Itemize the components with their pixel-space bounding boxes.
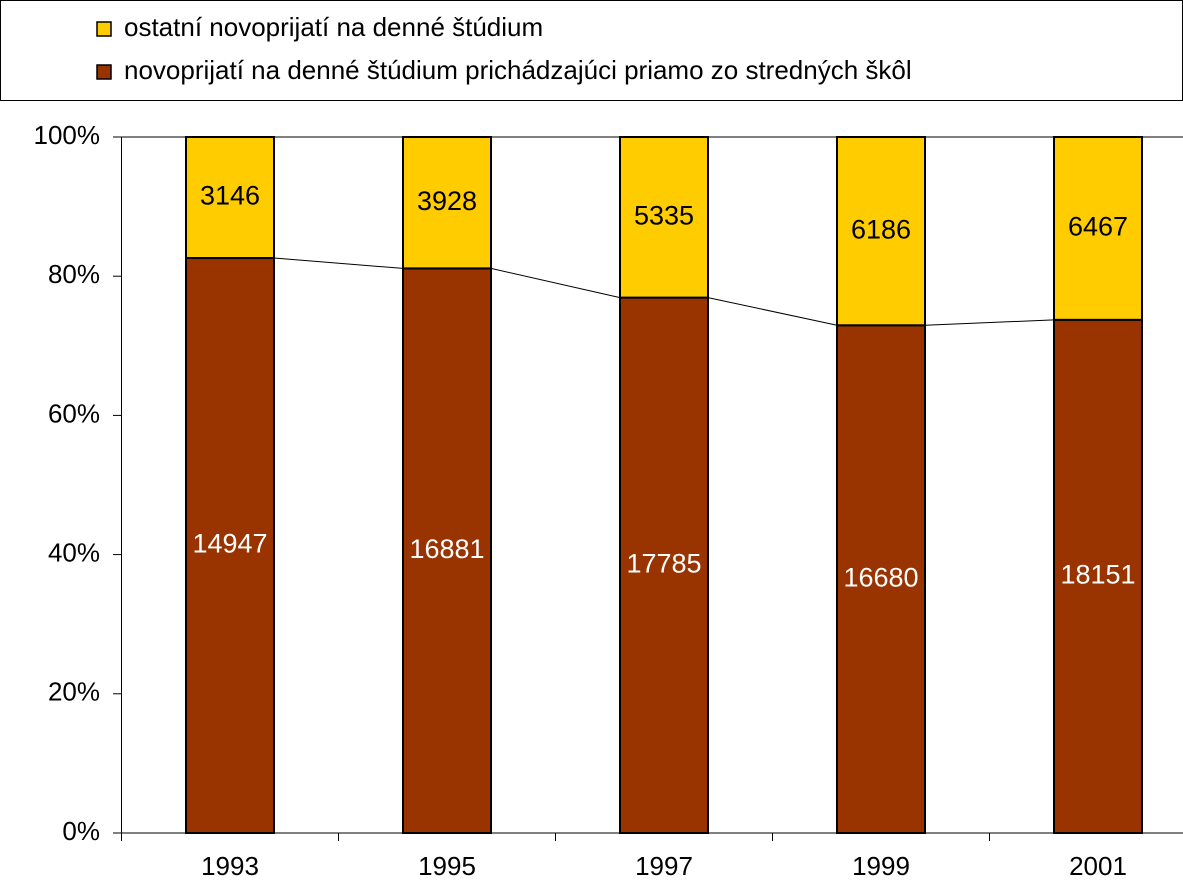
data-label: 16881 [409,534,484,564]
data-label: 3146 [200,181,260,211]
bar-segment [1053,318,1143,834]
bar-segment [185,257,275,834]
x-tick-label: 1999 [852,851,910,881]
legend-label: ostatní novoprijatí na denné štúdium [124,12,543,42]
bar-segment [1053,136,1143,321]
y-tick-label: 60% [48,398,100,428]
data-label: 14947 [192,529,267,559]
data-label: 5335 [634,200,694,230]
y-tick-label: 20% [48,677,100,707]
legend-box [0,0,1183,101]
data-label: 16680 [843,562,918,592]
legend-swatch [96,64,112,80]
bar-segment [185,136,275,260]
data-label: 17785 [626,548,701,578]
series-line [490,267,621,299]
data-label: 3928 [417,186,477,216]
series-line [707,297,838,326]
bar-segment [402,267,492,834]
series-line [924,319,1055,326]
bar-segment [619,296,709,834]
data-label: 6186 [851,214,911,244]
legend-label: novoprijatí na denné štúdium prichádzajú… [124,55,912,85]
bar-segment [619,136,709,299]
series-line [273,257,404,269]
bar-segment [402,136,492,270]
data-label: 6467 [1068,212,1128,242]
bar-segment [836,324,926,834]
y-tick-label: 40% [48,537,100,567]
x-tick-label: 1993 [201,851,259,881]
legend-swatch [96,21,112,37]
bar-segment [836,136,926,327]
y-tick-label: 80% [48,259,100,289]
data-label: 18151 [1060,560,1135,590]
x-tick-label: 2001 [1069,851,1127,881]
y-tick-label: 0% [62,816,100,846]
x-tick-label: 1997 [635,851,693,881]
x-tick-label: 1995 [418,851,476,881]
y-tick-label: 100% [34,120,101,150]
